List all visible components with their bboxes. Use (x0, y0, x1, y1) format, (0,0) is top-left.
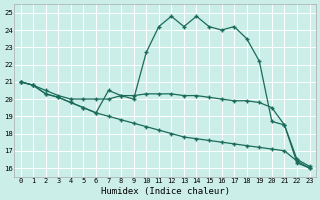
X-axis label: Humidex (Indice chaleur): Humidex (Indice chaleur) (100, 187, 229, 196)
